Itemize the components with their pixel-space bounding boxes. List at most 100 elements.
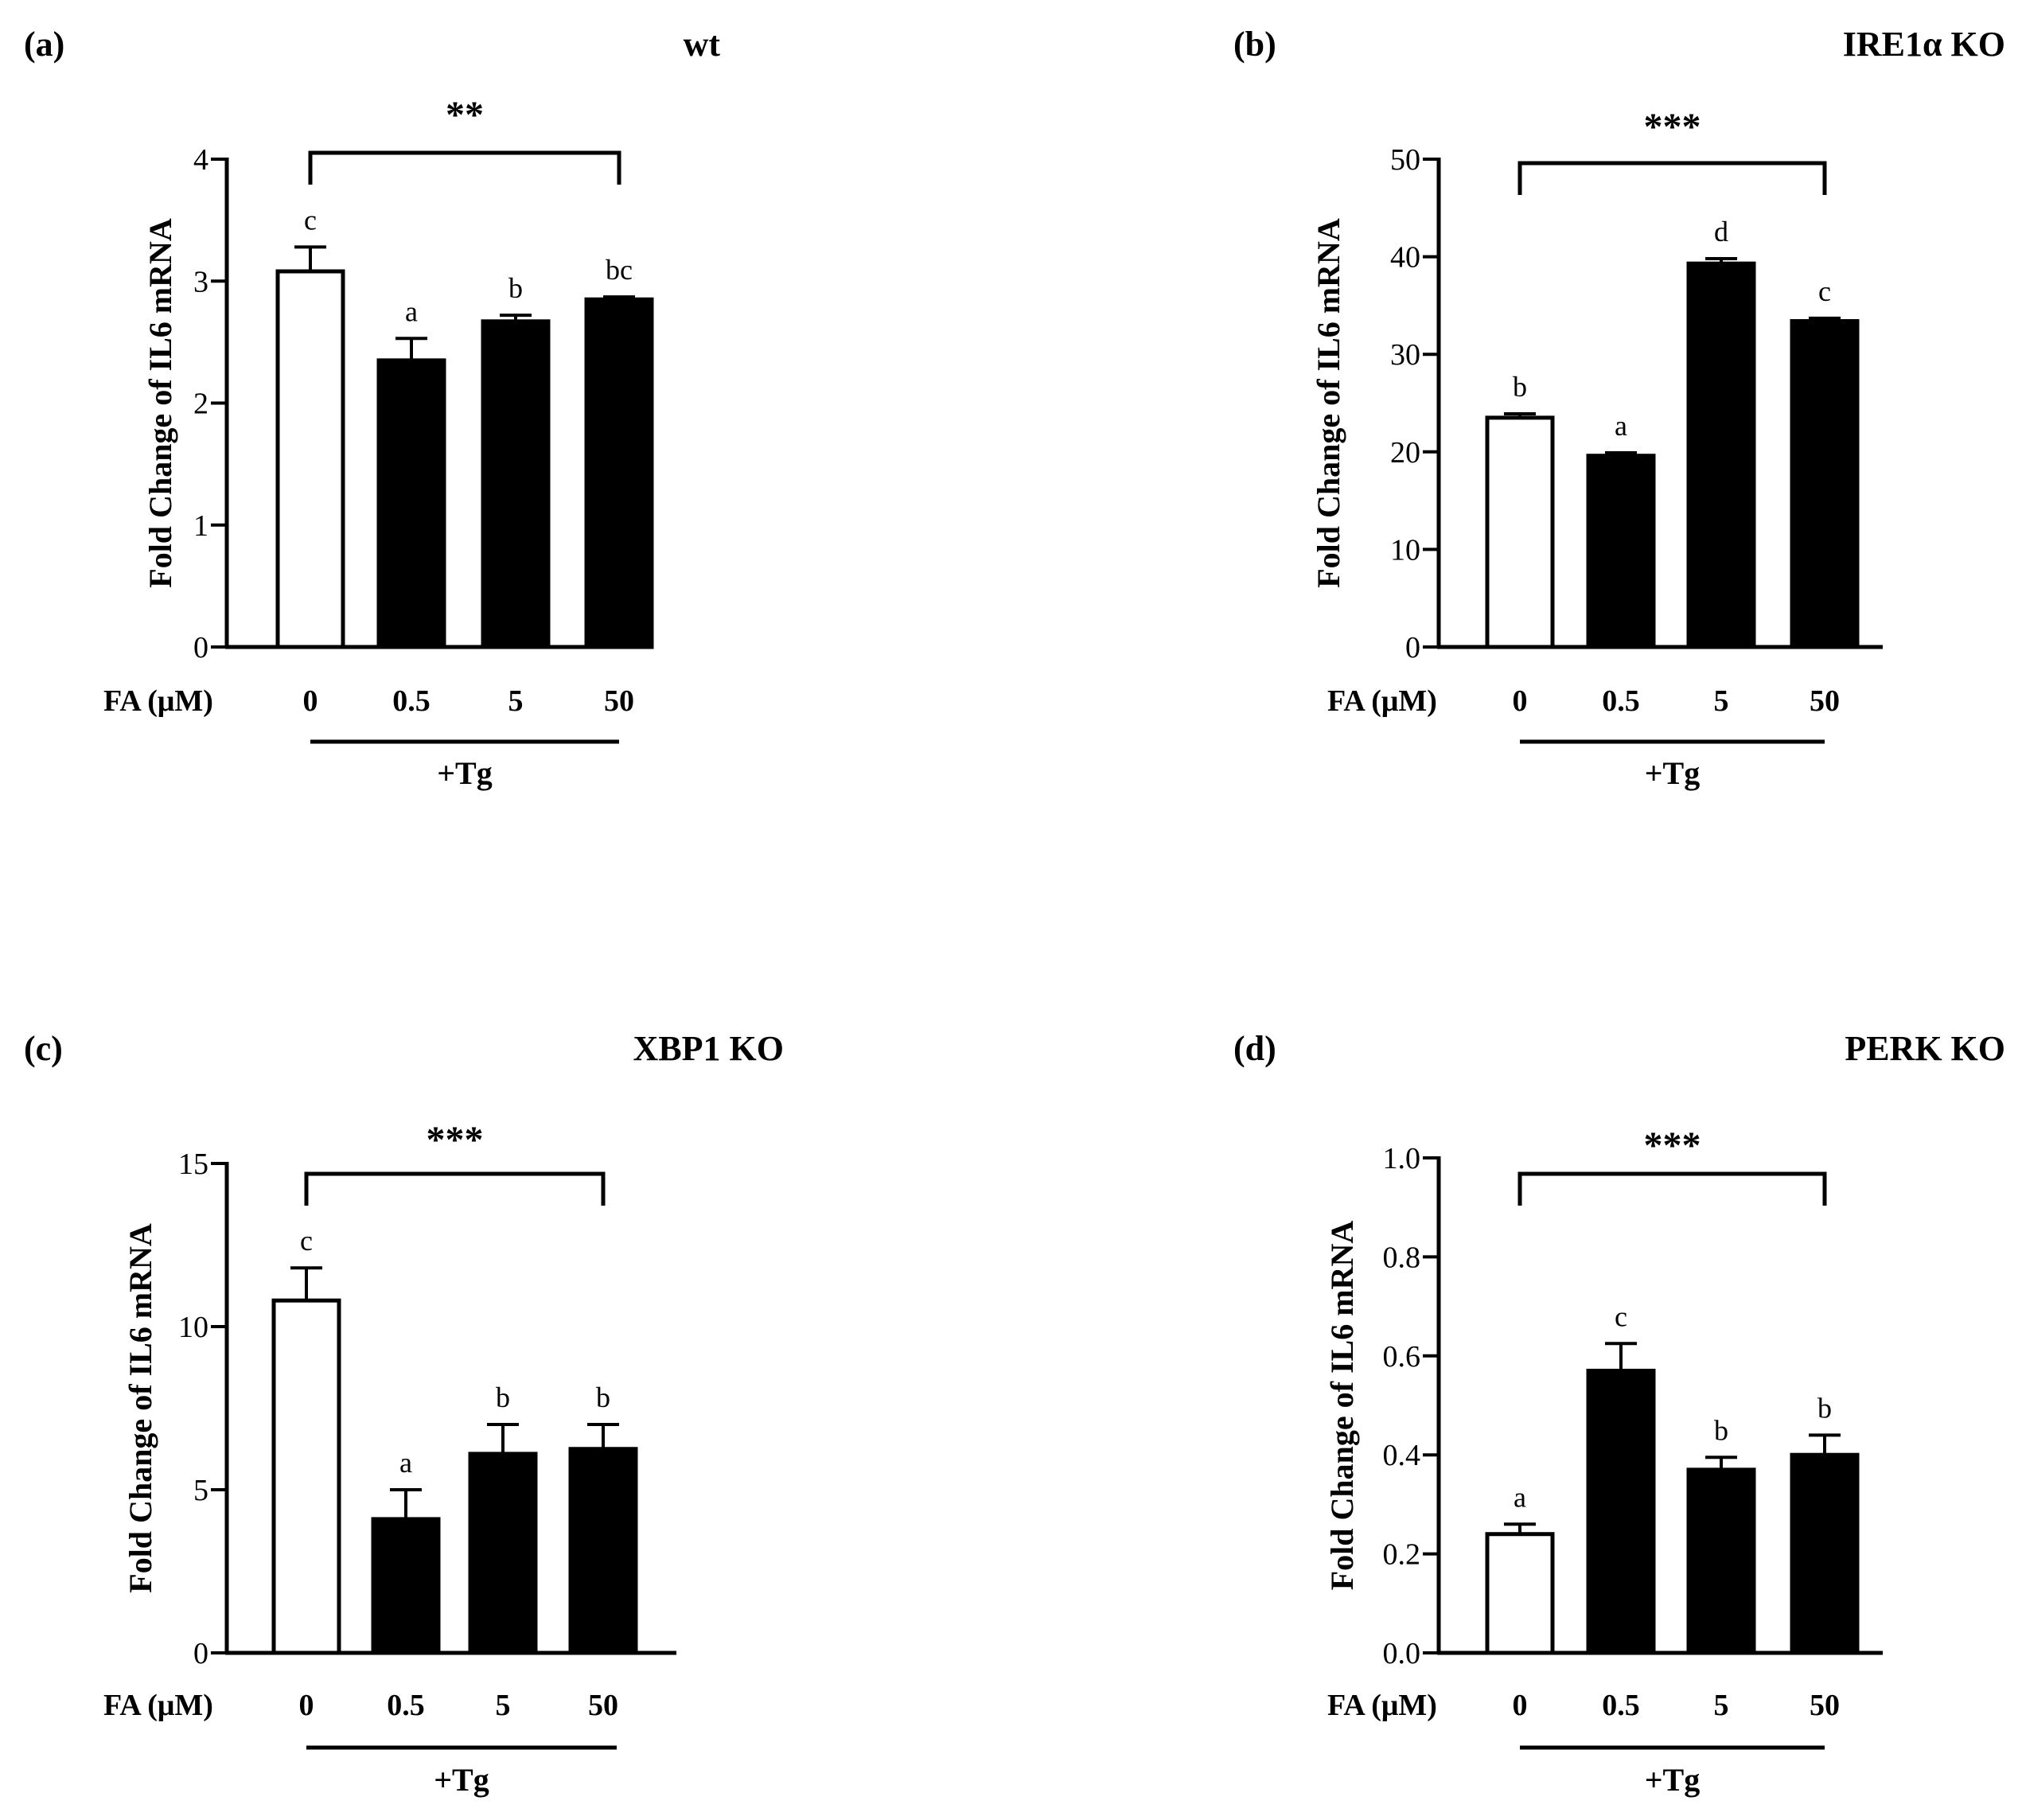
bar-treated [1586, 1368, 1656, 1655]
panel-2: (c) XBP1 KO Fold Change of IL6 mRNA 0 5 10 15 c… [24, 1029, 784, 1798]
panel-0: (a) wt Fold Change of IL6 mRNA 0 1 2 3 4 c 0 a 0.5 b… [24, 25, 720, 791]
significance-bracket [304, 1171, 606, 1206]
y-axis-label: Fold Change of IL6 mRNA [1311, 218, 1346, 588]
x-tick-label: 5 [508, 684, 524, 718]
significance-stars: *** [1644, 1124, 1701, 1167]
error-bar [1605, 451, 1637, 456]
y-tick-label: 3 [193, 265, 208, 298]
x-tick-label: 5 [1714, 684, 1729, 718]
significance-letter: a [405, 295, 418, 327]
error-bar [290, 1266, 322, 1301]
x-tick-label: 5 [1714, 1689, 1729, 1722]
significance-letter: c [304, 204, 317, 236]
y-tick-label: 0.6 [1383, 1340, 1421, 1374]
bar-treated [1686, 261, 1756, 649]
bar-control [1485, 1532, 1555, 1655]
panel-label: (c) [24, 1029, 63, 1068]
group-label: +Tg [1645, 755, 1700, 791]
y-tick-label: 5 [193, 1474, 208, 1507]
panel-label: (b) [1233, 25, 1276, 64]
error-bar [1809, 316, 1841, 322]
y-tick-label: 0 [193, 1637, 208, 1670]
y-tick-label: 10 [1390, 533, 1420, 567]
y-tick-label: 10 [178, 1311, 208, 1344]
error-bar [395, 337, 427, 360]
significance-letter: a [399, 1447, 412, 1479]
panel-3: (d) PERK KO Fold Change of IL6 mRNA 0.0 0.2 0… [1233, 1029, 2005, 1798]
significance-bracket [1517, 1171, 1827, 1206]
y-axis-label: Fold Change of IL6 mRNA [123, 1223, 158, 1593]
error-bar [603, 295, 635, 300]
significance-stars: *** [1644, 106, 1701, 148]
significance-letter: a [1514, 1481, 1526, 1513]
x-variable-label: FA (μM) [103, 1689, 213, 1722]
group-label: +Tg [1645, 1762, 1700, 1798]
x-tick-label: 5 [496, 1689, 511, 1722]
error-bar [587, 1423, 619, 1449]
panel-title: wt [684, 25, 721, 64]
y-axis-label: Fold Change of IL6 mRNA [1324, 1221, 1360, 1591]
significance-bracket [308, 150, 621, 185]
x-tick-label: 50 [1810, 684, 1840, 718]
significance-letter: d [1714, 216, 1728, 247]
bar-treated [1790, 1452, 1860, 1655]
x-variable-label: FA (μM) [103, 684, 213, 718]
panel-title: IRE1α KO [1843, 25, 2005, 64]
significance-letter: b [1513, 371, 1527, 403]
x-tick-label: 50 [588, 1689, 618, 1722]
y-tick-label: 0.0 [1383, 1637, 1421, 1670]
x-tick-label: 0.5 [1602, 684, 1640, 718]
group-label: +Tg [434, 1762, 489, 1798]
x-tick-label: 0 [303, 684, 318, 718]
error-bar [294, 245, 326, 271]
x-tick-label: 50 [604, 684, 634, 718]
x-tick-label: 50 [1810, 1689, 1840, 1722]
error-bar [1605, 1342, 1637, 1371]
y-tick-label: 20 [1390, 436, 1420, 470]
x-tick-label: 0 [1513, 1689, 1528, 1722]
significance-letter: b [508, 272, 523, 304]
error-bar [1504, 411, 1536, 418]
error-bar [487, 1423, 519, 1454]
y-tick-label: 0 [193, 631, 208, 664]
panel-title: PERK KO [1845, 1029, 2005, 1068]
significance-letter: b [1817, 1392, 1832, 1424]
x-tick-label: 0 [1513, 684, 1528, 718]
x-variable-label: FA (μM) [1327, 684, 1437, 718]
error-bar [390, 1488, 422, 1519]
y-tick-label: 2 [193, 388, 208, 421]
bar-treated [1790, 319, 1860, 649]
group-label: +Tg [437, 755, 492, 791]
x-tick-label: 0.5 [1602, 1689, 1640, 1722]
y-tick-label: 30 [1390, 338, 1420, 372]
significance-letter: b [596, 1382, 610, 1413]
significance-letter: a [1615, 410, 1627, 442]
error-bar [1705, 257, 1737, 264]
bar-treated [371, 1517, 441, 1655]
error-bar [1809, 1433, 1841, 1456]
y-tick-label: 1.0 [1383, 1142, 1421, 1175]
significance-letter: b [1714, 1414, 1728, 1446]
error-bar [1504, 1522, 1536, 1534]
significance-letter: c [1818, 275, 1831, 307]
y-tick-label: 0.4 [1383, 1439, 1421, 1472]
y-tick-label: 0.2 [1383, 1538, 1421, 1572]
panel-label: (d) [1233, 1029, 1276, 1068]
bar-treated [1686, 1467, 1756, 1655]
y-tick-label: 4 [193, 143, 208, 177]
bar-treated [481, 319, 551, 649]
significance-bracket [1517, 161, 1827, 195]
bar-treated [568, 1447, 638, 1655]
bar-treated [584, 297, 654, 649]
y-tick-label: 15 [178, 1148, 208, 1181]
y-tick-label: 50 [1390, 143, 1420, 177]
x-tick-label: 0 [299, 1689, 314, 1722]
x-variable-label: FA (μM) [1327, 1689, 1437, 1722]
x-tick-label: 0.5 [392, 684, 431, 718]
significance-letter: b [496, 1382, 510, 1413]
significance-stars: *** [427, 1119, 484, 1161]
y-tick-label: 1 [193, 509, 208, 543]
significance-stars: ** [446, 94, 484, 136]
bar-control [275, 269, 345, 649]
